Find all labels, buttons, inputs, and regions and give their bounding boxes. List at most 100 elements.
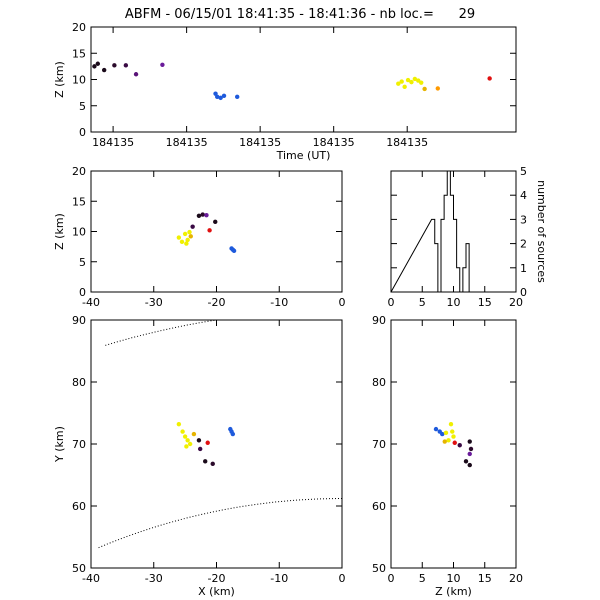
source-point [402,84,407,90]
y-tick-label: 20 [72,165,86,178]
x-tick-label: 184135 [166,136,208,149]
source-point [133,72,139,77]
x-tick-label: 184135 [239,136,281,149]
x-tick-label: -20 [208,572,226,585]
source-point [185,237,190,243]
source-point [101,67,107,73]
source-point [95,61,101,66]
source-point [435,86,440,91]
histogram-bar [463,268,466,292]
x-tick-label: 10 [447,572,461,585]
y-tick-label: 50 [372,562,386,575]
source-point [215,94,220,100]
x-tick-label: -30 [145,296,163,309]
source-point [185,438,190,443]
y-tick-label: 70 [72,438,86,451]
source-point [487,76,492,81]
y-tick-label: 0 [520,286,527,299]
y-axis-label: Z (km) [53,213,66,250]
source-point [399,79,404,84]
histogram-outline [390,170,516,293]
histogram-bar [432,219,435,292]
source-point [204,212,209,218]
y-tick-label: 0 [79,126,86,139]
x-tick-label: 15 [478,572,492,585]
source-point [179,239,185,244]
y-tick-label: 15 [72,47,86,60]
y-tick-label: 60 [72,500,86,513]
y-tick-label: 80 [372,376,386,389]
x-tick-label: 184135 [386,136,428,149]
range-ring [103,319,215,347]
source-point [207,228,212,233]
source-point [230,247,236,252]
source-point [440,431,445,437]
histogram-bar [466,244,469,292]
x-tick-label: 0 [388,572,395,585]
source-point [218,95,223,101]
source-point [213,219,218,225]
source-point [92,64,97,69]
source-point [112,63,117,68]
x-tick-label: 10 [447,296,461,309]
y-axis-label: Y (km) [53,426,66,463]
source-point [221,93,227,98]
plot-frame [90,26,517,133]
source-point [409,79,414,85]
source-point [182,434,188,439]
source-point [396,81,401,86]
figure-title: ABFM - 06/15/01 18:41:35 - 18:41:36 - nb… [125,7,475,22]
source-point [443,430,449,436]
source-point [196,438,202,443]
x-tick-label: 184135 [313,136,355,149]
source-point [210,461,215,467]
source-point [184,241,189,246]
plot-frame [90,170,343,293]
histogram-bar [447,171,450,292]
source-point [187,229,192,235]
histogram-bar [450,195,453,292]
source-point [468,446,474,452]
histogram-bar [444,195,447,292]
source-point [184,444,189,449]
source-point [188,234,193,239]
source-point [442,439,447,444]
source-point [190,224,195,229]
x-z-panel: -40 -30 -20 -10 0 0 5 10 15 20 Z (km) [53,165,346,309]
histogram-bar [454,219,457,292]
source-point [463,459,469,464]
y-tick-label: 0 [79,286,86,299]
histogram-bar [441,219,444,292]
x-tick-label: 15 [478,296,492,309]
source-point [229,429,234,434]
source-point [405,77,411,83]
x-axis-label: Time (UT) [276,149,331,162]
z-y-panel: 0 5 10 15 20 50 60 70 80 90 Z (km) [372,314,523,598]
histogram-bar [457,268,460,292]
x-axis-label: Z (km) [435,585,472,598]
source-point [196,213,202,218]
y-tick-label: 5 [79,256,86,269]
source-point [160,62,165,67]
y-tick-label: 10 [72,226,86,239]
x-tick-label: -30 [145,572,163,585]
source-point [176,235,182,240]
x-tick-label: 0 [339,572,346,585]
y-tick-label: 5 [79,100,86,113]
source-point [197,446,203,452]
x-tick-label: 20 [509,296,523,309]
x-tick-label: -20 [208,296,226,309]
source-point [203,459,208,464]
source-point [180,429,185,434]
y-tick-label: 90 [72,314,86,327]
x-tick-label: 20 [509,572,523,585]
y-tick-label: 80 [72,376,86,389]
x-tick-label: -10 [270,572,288,585]
source-point [200,212,205,217]
histogram-bar [435,244,438,292]
source-point [191,431,197,437]
x-y-panel: -40 -30 -20 -10 0 50 60 70 80 90 X (km) Y (km) [53,314,346,598]
x-tick-label: -40 [82,296,100,309]
source-point [176,421,182,427]
y-tick-label: 20 [72,21,86,34]
